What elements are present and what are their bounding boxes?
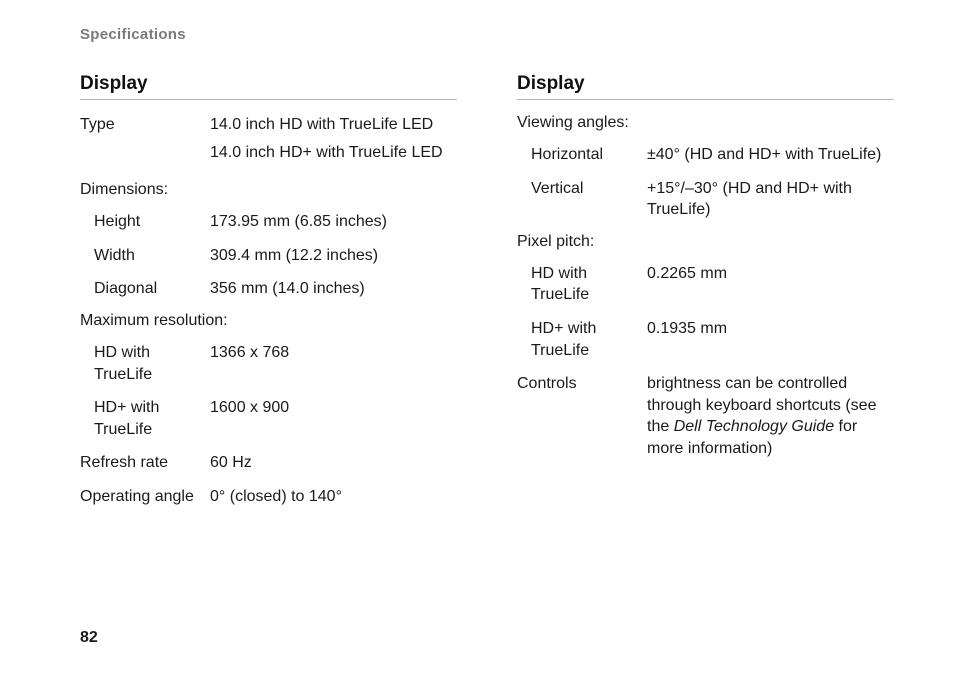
row-res-hdp: HD+ with TrueLife 1600 x 900 [80,397,457,440]
res-hdp-label: HD+ with TrueLife [94,397,210,440]
diagonal-label: Diagonal [94,278,210,300]
va-h-value: ±40° (HD and HD+ with TrueLife) [647,144,894,166]
diagonal-value: 356 mm (14.0 inches) [210,278,457,300]
row-refresh: Refresh rate 60 Hz [80,452,457,474]
refresh-value: 60 Hz [210,452,457,474]
row-va-v: Vertical +15°/–30° (HD and HD+ with True… [517,178,894,221]
res-hdp-value: 1600 x 900 [210,397,457,419]
page: Specifications Display Type 14.0 inch HD… [0,0,954,677]
width-value: 309.4 mm (12.2 inches) [210,245,457,267]
row-height: Height 173.95 mm (6.85 inches) [80,211,457,233]
row-controls: Controls brightness can be controlled th… [517,373,894,459]
va-v-value: +15°/–30° (HD and HD+ with TrueLife) [647,178,894,221]
row-pp-hd: HD with TrueLife 0.2265 mm [517,263,894,306]
controls-value: brightness can be controlled through key… [647,373,894,459]
section-label: Specifications [80,26,894,43]
page-number: 82 [80,629,98,647]
type-value-1: 14.0 inch HD with TrueLife LED [210,114,457,136]
row-va-h: Horizontal ±40° (HD and HD+ with TrueLif… [517,144,894,166]
left-column: Display Type 14.0 inch HD with TrueLife … [80,73,457,520]
res-hd-value: 1366 x 768 [210,342,457,364]
row-opangle: Operating angle 0° (closed) to 140° [80,486,457,508]
opangle-label: Operating angle [80,486,210,508]
viewing-label: Viewing angles: [517,114,894,132]
row-res-hd: HD with TrueLife 1366 x 768 [80,342,457,385]
controls-italic: Dell Technology Guide [674,418,834,435]
pp-hd-value: 0.2265 mm [647,263,894,285]
va-v-label: Vertical [531,178,647,200]
controls-label: Controls [517,373,647,395]
va-h-label: Horizontal [531,144,647,166]
type-value: 14.0 inch HD with TrueLife LED 14.0 inch… [210,114,457,169]
maxres-label: Maximum resolution: [80,312,457,330]
opangle-value: 0° (closed) to 140° [210,486,457,508]
row-pp-hdp: HD+ with TrueLife 0.1935 mm [517,318,894,361]
row-type: Type 14.0 inch HD with TrueLife LED 14.0… [80,114,457,169]
right-column: Display Viewing angles: Horizontal ±40° … [517,73,894,520]
pp-hdp-value: 0.1935 mm [647,318,894,340]
res-hd-label: HD with TrueLife [94,342,210,385]
pixel-label: Pixel pitch: [517,233,894,251]
left-heading: Display [80,73,457,100]
dimensions-label: Dimensions: [80,181,457,199]
row-width: Width 309.4 mm (12.2 inches) [80,245,457,267]
type-label: Type [80,114,210,136]
height-value: 173.95 mm (6.85 inches) [210,211,457,233]
columns: Display Type 14.0 inch HD with TrueLife … [80,73,894,520]
refresh-label: Refresh rate [80,452,210,474]
pp-hd-label: HD with TrueLife [531,263,647,306]
row-diagonal: Diagonal 356 mm (14.0 inches) [80,278,457,300]
type-value-2: 14.0 inch HD+ with TrueLife LED [210,142,457,164]
width-label: Width [94,245,210,267]
height-label: Height [94,211,210,233]
right-heading: Display [517,73,894,100]
pp-hdp-label: HD+ with TrueLife [531,318,647,361]
